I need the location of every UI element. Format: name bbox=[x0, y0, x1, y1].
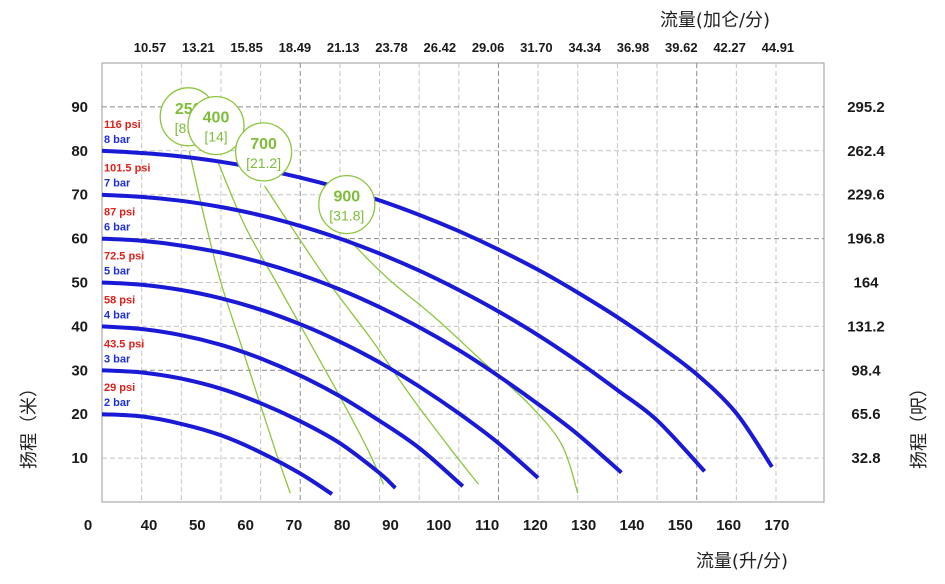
bottom-tick-label: 40 bbox=[141, 517, 158, 534]
pressure-curve-2-bar bbox=[101, 412, 334, 496]
left-tick-label: 80 bbox=[71, 143, 88, 160]
power-bubbles: 250[8.8]400[14]700[21.2]900[31.8] bbox=[159, 87, 376, 235]
top-tick-label: 13.21 bbox=[182, 40, 215, 55]
power-curve-250 bbox=[188, 150, 291, 494]
series-bar-label: 7 bar bbox=[104, 178, 131, 190]
left-axis-label: 扬程（米） bbox=[19, 379, 40, 469]
pressure-curve-4-bar bbox=[101, 324, 465, 488]
left-tick-label: 50 bbox=[71, 275, 88, 292]
bottom-tick-label: 170 bbox=[764, 517, 789, 534]
top-tick-label: 26.42 bbox=[424, 40, 457, 55]
series-bar-label: 8 bar bbox=[104, 134, 131, 146]
top-tick-label: 29.06 bbox=[472, 40, 505, 55]
bottom-tick-label: 110 bbox=[475, 517, 499, 534]
bottom-tick-label: 160 bbox=[716, 517, 741, 534]
power-bubble-400 bbox=[187, 95, 245, 156]
top-tick-label: 44.91 bbox=[762, 40, 795, 55]
right-tick-label: 164 bbox=[853, 275, 879, 292]
right-tick-label: 131.2 bbox=[847, 318, 885, 335]
power-bubble-700 bbox=[234, 122, 293, 182]
series-bar-label: 2 bar bbox=[104, 397, 131, 409]
bottom-axis-ticks: 0 40 50 60 70 80 90 100 110 120 130 140 150 160 170 bbox=[84, 517, 790, 534]
series-bar-label: 5 bar bbox=[104, 266, 131, 278]
series-labels: 29 psi 2 bar 43.5 psi 3 bar 58 psi 4 bar 72.5 … bbox=[104, 119, 150, 409]
power-bubble-sub: [31.8] bbox=[329, 208, 364, 224]
series-psi-label: 58 psi bbox=[104, 294, 135, 306]
series-psi-label: 116 psi bbox=[104, 119, 141, 131]
bottom-tick-label: 90 bbox=[382, 517, 399, 534]
left-tick-label: 10 bbox=[71, 450, 88, 467]
bottom-tick-label: 60 bbox=[237, 517, 254, 534]
power-bubble-value: 400 bbox=[203, 110, 230, 127]
power-bubble-900 bbox=[318, 174, 376, 235]
left-tick-label: 60 bbox=[71, 231, 88, 248]
pressure-curve-8-bar bbox=[101, 148, 774, 469]
left-tick-label: 40 bbox=[71, 318, 88, 335]
right-tick-label: 65.6 bbox=[851, 406, 880, 423]
left-tick-label: 70 bbox=[71, 187, 88, 204]
right-tick-label: 196.8 bbox=[847, 231, 885, 248]
series-bar-label: 3 bar bbox=[104, 353, 131, 365]
bottom-tick-label: 50 bbox=[189, 517, 206, 534]
series-psi-label: 43.5 psi bbox=[104, 338, 144, 350]
right-tick-label: 295.2 bbox=[847, 99, 885, 116]
power-bubble-sub: [21.2] bbox=[246, 155, 281, 171]
top-axis-label: 流量(加仑/分) bbox=[660, 10, 770, 31]
top-tick-label: 39.62 bbox=[665, 40, 698, 55]
power-bubble-value: 700 bbox=[250, 136, 277, 153]
series-psi-label: 72.5 psi bbox=[104, 251, 144, 263]
pressure-curve-3-bar bbox=[101, 368, 397, 490]
top-axis-ticks: 10.57 13.21 15.85 18.49 21.13 23.78 26.42 29.06… bbox=[134, 40, 794, 55]
right-tick-label: 32.8 bbox=[851, 450, 880, 467]
series-psi-label: 87 psi bbox=[104, 207, 135, 219]
right-tick-label: 229.6 bbox=[847, 187, 885, 204]
left-tick-label: 30 bbox=[71, 362, 88, 379]
power-curve-900 bbox=[347, 238, 579, 494]
left-tick-label: 20 bbox=[71, 406, 88, 423]
pressure-curve-7-bar bbox=[101, 192, 707, 473]
power-curve-700 bbox=[264, 185, 480, 485]
top-tick-label: 36.98 bbox=[617, 40, 650, 55]
series-psi-label: 29 psi bbox=[104, 382, 135, 394]
power-bubble-sub: [14] bbox=[204, 129, 227, 145]
left-axis-ticks: 10 20 30 40 50 60 70 80 90 bbox=[71, 99, 88, 467]
bottom-tick-label: 100 bbox=[426, 517, 451, 534]
top-tick-label: 21.13 bbox=[327, 40, 360, 55]
bottom-tick-label: 150 bbox=[668, 517, 693, 534]
pressure-curve-5-bar bbox=[101, 280, 540, 480]
right-axis-label: 扬程（呎） bbox=[909, 379, 930, 469]
bottom-tick-label: 120 bbox=[523, 517, 548, 534]
power-curves bbox=[188, 150, 579, 494]
top-tick-label: 42.27 bbox=[713, 40, 746, 55]
bottom-tick-label: 140 bbox=[619, 517, 644, 534]
top-tick-label: 10.57 bbox=[134, 40, 167, 55]
bottom-tick-label: 70 bbox=[286, 517, 303, 534]
series-bar-label: 4 bar bbox=[104, 309, 131, 321]
series-psi-label: 101.5 psi bbox=[104, 163, 150, 175]
bottom-tick-label: 130 bbox=[571, 517, 596, 534]
right-tick-label: 98.4 bbox=[851, 362, 881, 379]
bottom-tick-label: 0 bbox=[84, 517, 92, 534]
series-bar-label: 6 bar bbox=[104, 222, 131, 234]
left-tick-label: 90 bbox=[71, 99, 88, 116]
top-tick-label: 31.70 bbox=[520, 40, 553, 55]
top-tick-label: 15.85 bbox=[230, 40, 263, 55]
top-tick-label: 18.49 bbox=[279, 40, 312, 55]
pressure-curves bbox=[101, 148, 774, 496]
right-axis-ticks: 32.8 65.6 98.4 131.2 164 196.8 229.6 262.4 295.2 bbox=[847, 99, 885, 467]
bottom-axis-label: 流量(升/分) bbox=[696, 551, 788, 572]
bottom-tick-label: 80 bbox=[334, 517, 351, 534]
pressure-curve-6-bar bbox=[101, 236, 623, 475]
top-tick-label: 23.78 bbox=[375, 40, 408, 55]
top-tick-label: 34.34 bbox=[568, 40, 601, 55]
power-bubble-value: 900 bbox=[333, 189, 360, 206]
power-curve-400 bbox=[216, 159, 385, 485]
right-tick-label: 262.4 bbox=[847, 143, 885, 160]
